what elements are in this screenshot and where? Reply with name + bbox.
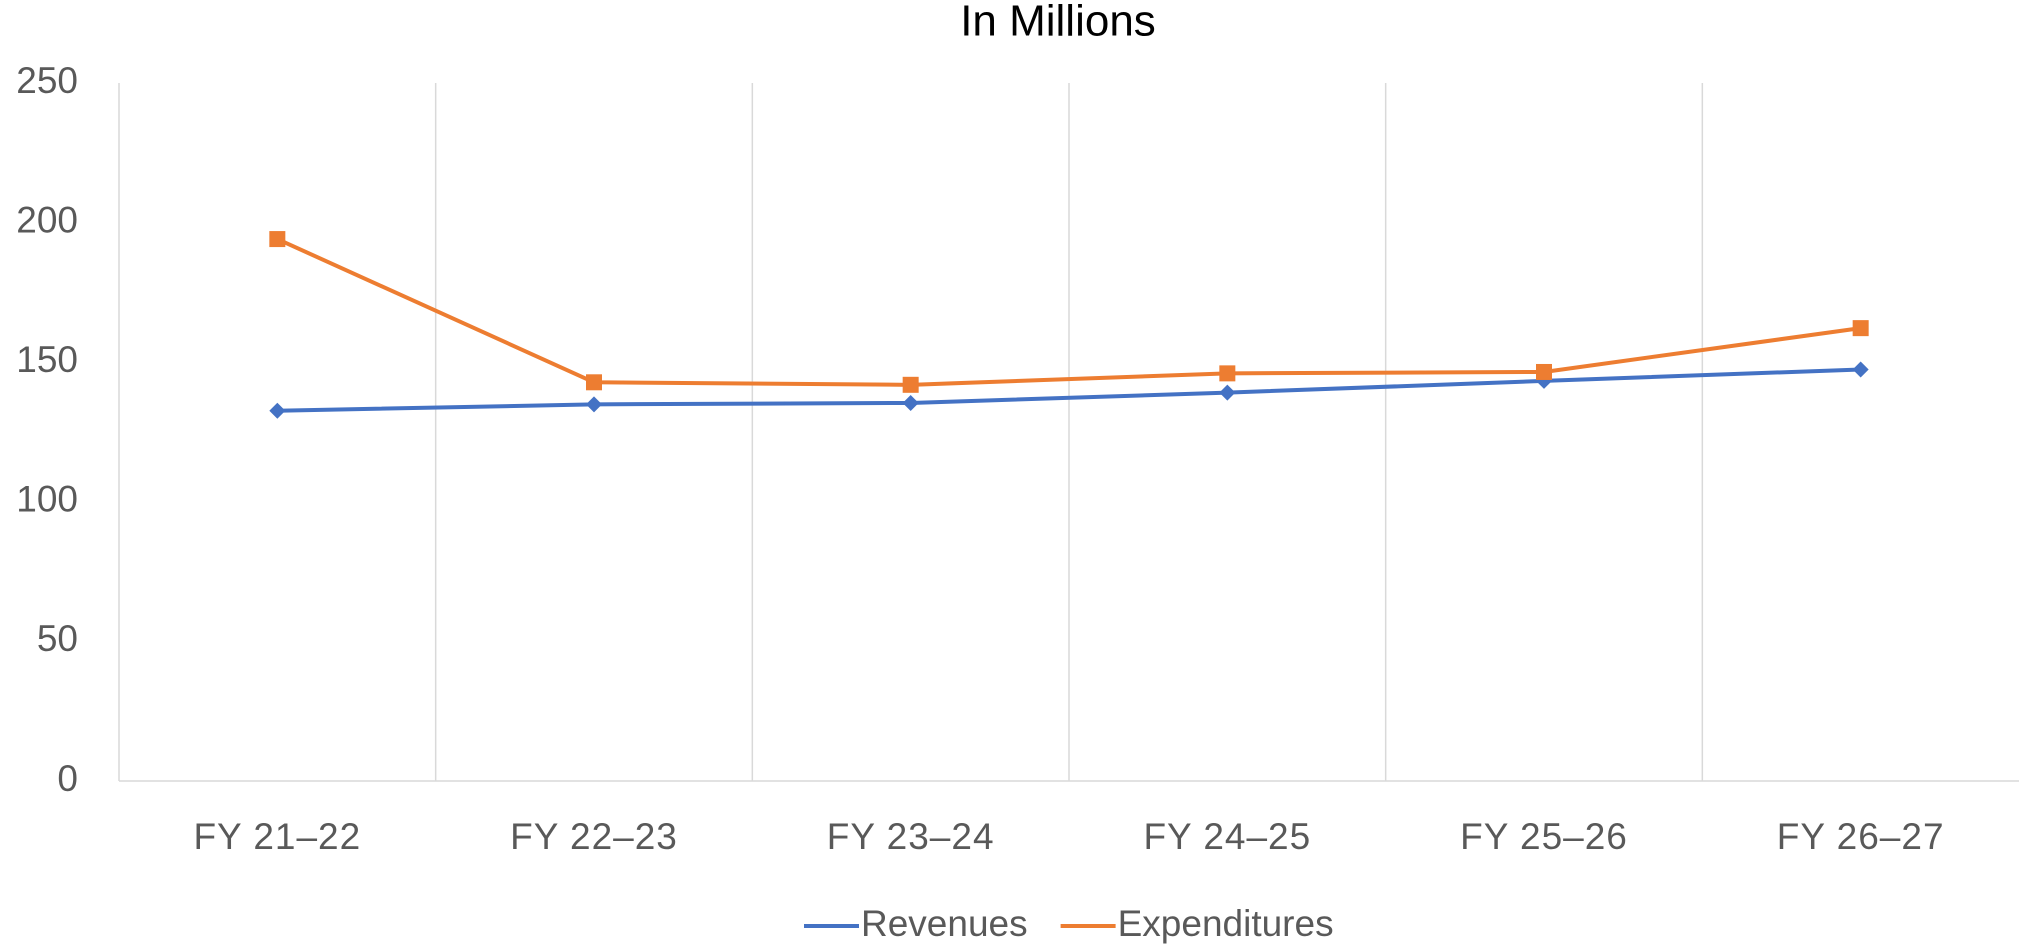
x-tick-label: FY 24–25 bbox=[1143, 816, 1311, 857]
data-point bbox=[586, 374, 602, 391]
data-point bbox=[1852, 320, 1869, 337]
series-line bbox=[277, 367, 1861, 413]
y-tick-label: 200 bbox=[16, 199, 78, 240]
data-point bbox=[269, 402, 286, 419]
x-tick-label: FY 22–23 bbox=[510, 816, 678, 857]
x-tick-label: FY 25–26 bbox=[1460, 816, 1628, 857]
data-point bbox=[902, 394, 919, 411]
y-tick-label: 100 bbox=[16, 479, 78, 520]
x-tick-label: FY 26–27 bbox=[1777, 816, 1945, 857]
data-point bbox=[902, 376, 919, 393]
y-tick-label: 250 bbox=[16, 60, 78, 101]
legend-item: Revenues bbox=[804, 903, 1028, 944]
data-point bbox=[269, 231, 286, 248]
data-point bbox=[1536, 363, 1552, 380]
y-tick-label: 0 bbox=[57, 758, 78, 799]
data-point bbox=[1219, 365, 1236, 382]
y-tick-label: 150 bbox=[16, 339, 78, 380]
legend-item: Expenditures bbox=[1060, 903, 1334, 944]
data-point bbox=[586, 396, 602, 413]
chart-title: In Millions bbox=[960, 0, 1156, 46]
y-tick-label: 50 bbox=[37, 618, 78, 659]
legend-label: Expenditures bbox=[1118, 903, 1334, 944]
x-tick-label: FY 23–24 bbox=[827, 816, 995, 857]
x-tick-label: FY 21–22 bbox=[193, 816, 361, 857]
data-point bbox=[1852, 361, 1869, 378]
data-point bbox=[1219, 384, 1236, 401]
legend-label: Revenues bbox=[861, 903, 1028, 944]
series-line bbox=[276, 237, 1861, 387]
